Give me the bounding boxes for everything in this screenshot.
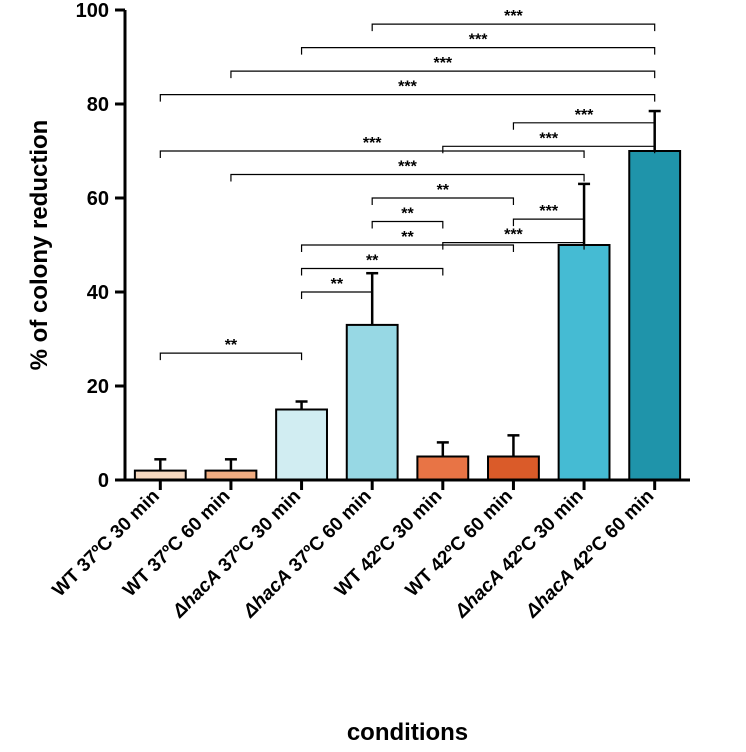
bar-chart: 020406080100WT 37ºC 30 minWT 37ºC 60 min… (0, 0, 746, 752)
significance-label: ** (366, 253, 379, 270)
bar (347, 325, 398, 480)
bar (417, 457, 468, 481)
x-axis-label: conditions (347, 719, 468, 746)
y-axis-label: % of colony reduction (26, 120, 53, 371)
bar (488, 457, 539, 481)
significance-label: *** (539, 203, 558, 220)
significance-label: ** (401, 206, 414, 223)
y-tick-label: 0 (98, 470, 109, 492)
y-tick-label: 80 (87, 94, 109, 116)
bar (559, 245, 610, 480)
y-tick-label: 20 (87, 376, 109, 398)
bar (276, 410, 327, 481)
significance-label: *** (398, 159, 417, 176)
significance-label: *** (433, 55, 452, 72)
y-tick-label: 60 (87, 188, 109, 210)
significance-label: *** (398, 79, 417, 96)
significance-label: *** (504, 227, 523, 244)
significance-label: *** (539, 130, 558, 147)
significance-label: *** (504, 8, 523, 25)
chart-svg: 020406080100WT 37ºC 30 minWT 37ºC 60 min… (0, 0, 746, 752)
significance-label: *** (469, 32, 488, 49)
significance-label: ** (331, 276, 344, 293)
significance-label: *** (575, 107, 594, 124)
significance-label: *** (363, 135, 382, 152)
significance-label: ** (225, 337, 238, 354)
significance-label: ** (437, 182, 450, 199)
bar (629, 151, 680, 480)
y-tick-label: 40 (87, 282, 109, 304)
significance-label: ** (401, 229, 414, 246)
y-tick-label: 100 (76, 0, 109, 22)
